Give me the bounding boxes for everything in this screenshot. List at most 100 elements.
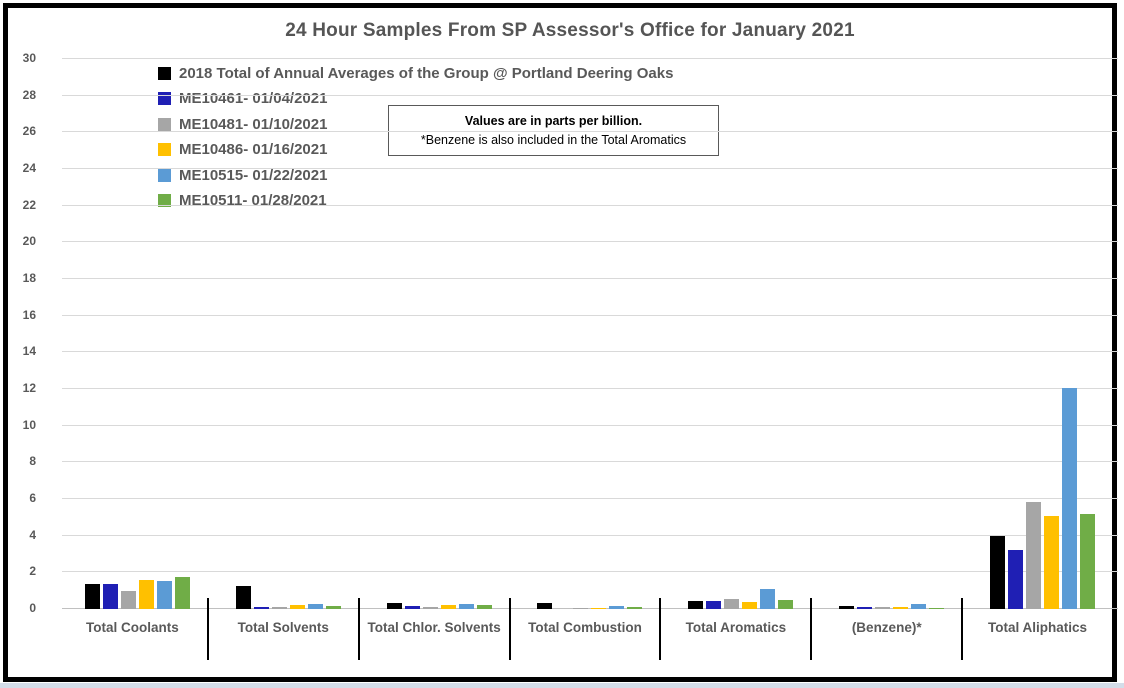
units-note-line1: Values are in parts per billion. — [464, 113, 643, 128]
legend-swatch-icon — [158, 66, 171, 80]
bar — [1080, 514, 1096, 609]
bar — [102, 584, 118, 609]
bar — [724, 599, 740, 609]
bar-group — [515, 59, 666, 609]
bar — [627, 607, 643, 609]
legend-label: ME10481- 01/10/2021 — [179, 115, 328, 133]
bar — [893, 607, 909, 609]
bar — [706, 601, 722, 609]
y-tick-label: 20 — [22, 234, 36, 249]
gridline — [62, 388, 1118, 389]
gridline — [62, 424, 1118, 426]
y-tick-label: 18 — [22, 271, 36, 285]
legend-label: ME10461- 01/04/2021 — [179, 90, 328, 107]
bar — [688, 601, 704, 609]
bottom-edge-strip — [0, 683, 1124, 688]
bar — [138, 580, 154, 609]
category-label: (Benzene)* — [851, 620, 922, 635]
category-label: Total Aliphatics — [988, 620, 1088, 635]
bar — [929, 608, 945, 609]
bar — [422, 607, 438, 609]
bar — [1044, 516, 1060, 609]
category-label: Total Chlor. Solvents — [367, 620, 501, 635]
category-separator-line — [961, 598, 964, 660]
y-tick-label: 14 — [22, 344, 36, 359]
x-axis-line — [62, 608, 1118, 609]
bar — [476, 605, 492, 609]
bar — [174, 577, 190, 609]
category-separator-line — [810, 598, 813, 660]
units-note-box: Values are in parts per billion. *Benzen… — [388, 105, 719, 156]
plot-area: 0 2 4 6 8 10 12 14 16 18 20 22 24 26 28 30 — [23, 51, 1118, 615]
bar — [253, 607, 269, 609]
legend-item: 2018 Total of Annual Averages of the Gro… — [158, 64, 674, 82]
bar — [440, 605, 456, 609]
bar — [875, 607, 891, 609]
y-tick-label: 22 — [22, 197, 36, 212]
bar — [609, 606, 625, 609]
gridline — [62, 534, 1118, 536]
category-separator-line — [206, 598, 209, 660]
legend-item: ME10481- 01/10/2021 — [158, 115, 673, 133]
category-separator-line — [659, 598, 662, 660]
gridline — [62, 94, 1118, 96]
bar — [271, 607, 287, 609]
bar — [857, 607, 873, 609]
bar-group — [665, 59, 816, 609]
legend-swatch-icon — [158, 168, 171, 182]
y-tick-label: 26 — [22, 124, 36, 139]
bar — [1008, 550, 1024, 609]
gridline — [62, 314, 1118, 316]
y-tick-label: 2 — [29, 564, 36, 579]
bar — [742, 602, 758, 609]
gridline — [62, 241, 1118, 243]
category-label: Total Coolants — [86, 620, 179, 635]
gridline — [62, 168, 1118, 169]
bar — [778, 600, 794, 609]
bar — [537, 603, 553, 609]
gridline — [62, 571, 1118, 573]
legend-label: 2018 Total of Annual Averages of the Gro… — [179, 64, 674, 82]
y-tick-label: 12 — [22, 381, 36, 395]
units-note-line2: *Benzene is also included in the Total A… — [420, 132, 687, 147]
bar — [573, 608, 589, 609]
y-tick-label: 6 — [29, 491, 36, 505]
legend-label: ME10486- 01/16/2021 — [179, 141, 328, 158]
bar — [386, 603, 402, 609]
category-label: Total Aromatics — [685, 620, 787, 635]
gridline — [62, 461, 1118, 463]
gridline — [62, 498, 1118, 499]
bar — [404, 606, 420, 609]
bar — [760, 589, 776, 609]
legend-item: ME10515- 01/22/2021 — [158, 166, 673, 184]
bar — [1062, 388, 1078, 609]
bar-group — [816, 59, 967, 609]
y-tick-label: 4 — [29, 527, 36, 542]
bar — [911, 604, 927, 609]
bar — [1026, 502, 1042, 609]
gridline — [62, 278, 1118, 279]
category-label: Total Combustion — [528, 620, 642, 635]
category-separator-line — [508, 598, 511, 660]
bar — [235, 586, 251, 609]
legend: 2018 Total of Annual Averages of the Gro… — [158, 64, 674, 219]
y-tick-label: 10 — [22, 417, 36, 432]
legend-label: ME10515- 01/22/2021 — [179, 166, 328, 184]
chart-title: 24 Hour Samples From SP Assessor's Offic… — [285, 20, 855, 41]
category-separator-line — [357, 598, 360, 660]
chart-frame-border: 24 Hour Samples From SP Assessor's Offic… — [3, 3, 1118, 682]
y-tick-label: 24 — [22, 161, 36, 175]
y-tick-label: 28 — [22, 87, 36, 102]
bar — [120, 591, 136, 609]
legend-swatch-icon — [158, 194, 171, 207]
bar — [84, 584, 100, 609]
y-tick-label: 8 — [29, 454, 36, 469]
bar — [458, 604, 474, 609]
bar — [307, 604, 323, 609]
category-label: Total Solvents — [237, 620, 329, 635]
gridline — [62, 204, 1118, 206]
bar-group — [364, 59, 515, 609]
bar — [839, 606, 855, 609]
bar — [325, 606, 341, 609]
